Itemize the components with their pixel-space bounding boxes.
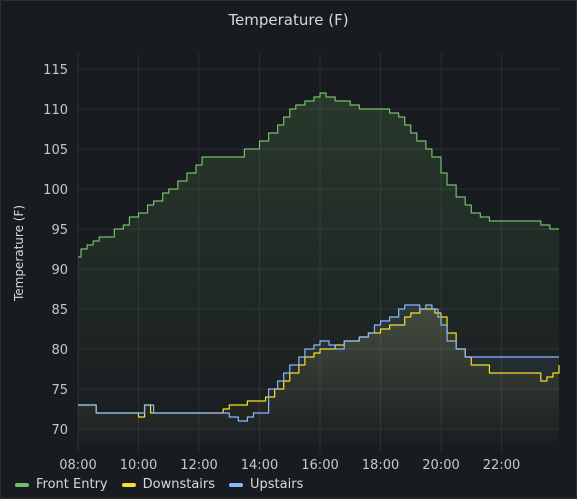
x-tick-label: 10:00: [120, 458, 157, 471]
legend: Front Entry Downstairs Upstairs: [15, 477, 303, 492]
x-tick-label: 16:00: [301, 458, 338, 471]
y-tick-label: 85: [51, 303, 68, 318]
legend-label-front-entry: Front Entry: [36, 477, 108, 492]
series-lines: [78, 92, 560, 422]
series-line-upstairs: [78, 304, 559, 422]
legend-swatch-downstairs: [121, 482, 136, 487]
legend-label-upstairs: Upstairs: [250, 477, 304, 492]
x-tick-label: 22:00: [483, 458, 520, 471]
x-tick-label: 20:00: [422, 458, 459, 471]
y-tick-label: 75: [51, 383, 68, 398]
legend-swatch-front-entry: [15, 482, 29, 487]
series-line-front-entry: [78, 92, 559, 258]
panel-title: Temperature (F): [228, 11, 349, 29]
y-tick-label: 70: [51, 423, 68, 438]
legend-label-downstairs: Downstairs: [142, 477, 216, 492]
x-tick-label: 08:00: [59, 458, 96, 471]
y-tick-label: 90: [51, 263, 68, 278]
area-upstairs: [78, 305, 559, 453]
y-tick-label: 100: [43, 183, 68, 198]
legend-swatch-upstairs: [229, 482, 244, 487]
y-axis-label: Temperature (F): [12, 205, 26, 302]
y-tick-label: 105: [43, 143, 68, 158]
legend-item-front-entry[interactable]: Front Entry: [15, 477, 108, 492]
x-tick-label: 18:00: [362, 458, 399, 471]
legend-item-downstairs[interactable]: Downstairs: [121, 477, 216, 492]
x-axis-ticks: 08:00 10:00 12:00 14:00 16:00 18:00 20:00 22:00: [59, 458, 520, 471]
y-tick-label: 110: [43, 103, 68, 118]
y-tick-label: 95: [51, 223, 68, 238]
x-tick-label: 14:00: [241, 458, 278, 471]
y-axis-ticks: 70 75 80 85 90 95 100 105 110 115: [43, 63, 68, 438]
line-chart: 70 75 80 85 90 95 100 105 110 115 08:00 10:00 12:00…: [12, 53, 560, 471]
series-areas: [78, 93, 559, 453]
x-tick-label: 12:00: [180, 458, 217, 471]
y-tick-label: 115: [43, 63, 68, 78]
y-tick-label: 80: [51, 343, 68, 358]
legend-item-upstairs[interactable]: Upstairs: [229, 477, 303, 492]
